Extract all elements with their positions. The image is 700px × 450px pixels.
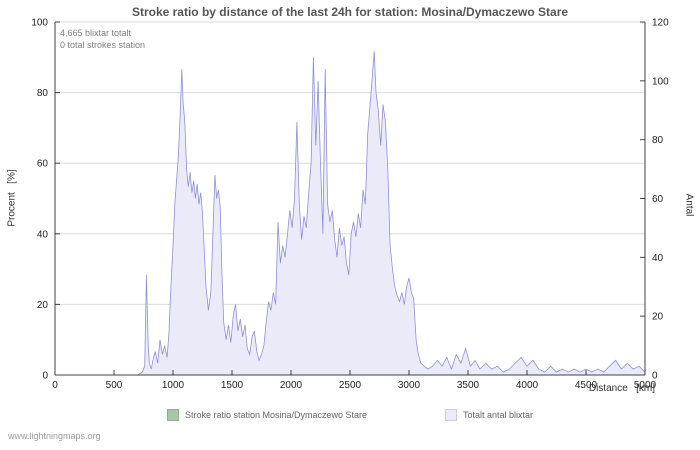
svg-text:20: 20 bbox=[37, 300, 49, 311]
svg-text:60: 60 bbox=[652, 194, 664, 205]
chart-legend: Stroke ratio station Mosina/Dymaczewo St… bbox=[0, 409, 700, 421]
svg-text:80: 80 bbox=[652, 135, 664, 146]
svg-text:4000: 4000 bbox=[516, 380, 539, 391]
svg-text:5000: 5000 bbox=[634, 380, 657, 391]
svg-text:0: 0 bbox=[652, 371, 658, 382]
y-axis-label-right: Antal bbox=[683, 193, 695, 217]
svg-text:0: 0 bbox=[42, 371, 48, 382]
legend-label-total-strikes: Totalt antal blixtar bbox=[463, 410, 534, 420]
legend-item-stroke-ratio: Stroke ratio station Mosina/Dymaczewo St… bbox=[166, 409, 368, 421]
legend-item-total-strikes: Totalt antal blixtar bbox=[445, 409, 533, 421]
svg-text:40: 40 bbox=[37, 229, 49, 240]
svg-text:0: 0 bbox=[52, 380, 58, 391]
svg-text:1000: 1000 bbox=[162, 380, 185, 391]
y-axis-label-left: Procent [%] bbox=[6, 169, 18, 227]
legend-label-stroke-ratio: Stroke ratio station Mosina/Dymaczewo St… bbox=[184, 410, 368, 420]
legend-swatch-total-icon bbox=[445, 409, 458, 421]
watermark-text: www.lightningmaps.org bbox=[8, 431, 101, 441]
svg-text:4500: 4500 bbox=[575, 380, 598, 391]
svg-text:40: 40 bbox=[652, 253, 664, 264]
svg-text:3000: 3000 bbox=[398, 380, 421, 391]
svg-text:1500: 1500 bbox=[221, 380, 244, 391]
chart-title: Stroke ratio by distance of the last 24h… bbox=[131, 5, 569, 19]
annotation-station-strokes: 0 total strokes station bbox=[60, 40, 146, 50]
annotation-total-strikes: 4,665 blixtar totalt bbox=[60, 28, 132, 38]
svg-text:120: 120 bbox=[652, 18, 669, 29]
svg-text:100: 100 bbox=[31, 18, 48, 29]
svg-text:500: 500 bbox=[106, 380, 123, 391]
x-axis-label: Distance [km] bbox=[588, 383, 655, 394]
svg-text:2500: 2500 bbox=[339, 380, 362, 391]
svg-text:3500: 3500 bbox=[457, 380, 480, 391]
svg-text:2000: 2000 bbox=[280, 380, 303, 391]
svg-text:60: 60 bbox=[37, 159, 49, 170]
svg-text:20: 20 bbox=[652, 312, 664, 323]
svg-text:80: 80 bbox=[37, 88, 49, 99]
svg-text:100: 100 bbox=[652, 76, 669, 87]
legend-swatch-ratio-icon bbox=[166, 409, 179, 421]
